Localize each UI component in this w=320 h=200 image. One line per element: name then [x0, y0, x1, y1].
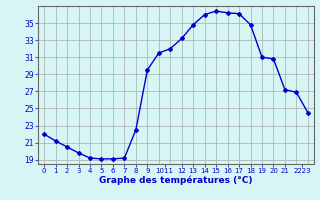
X-axis label: Graphe des températures (°C): Graphe des températures (°C): [99, 176, 253, 185]
